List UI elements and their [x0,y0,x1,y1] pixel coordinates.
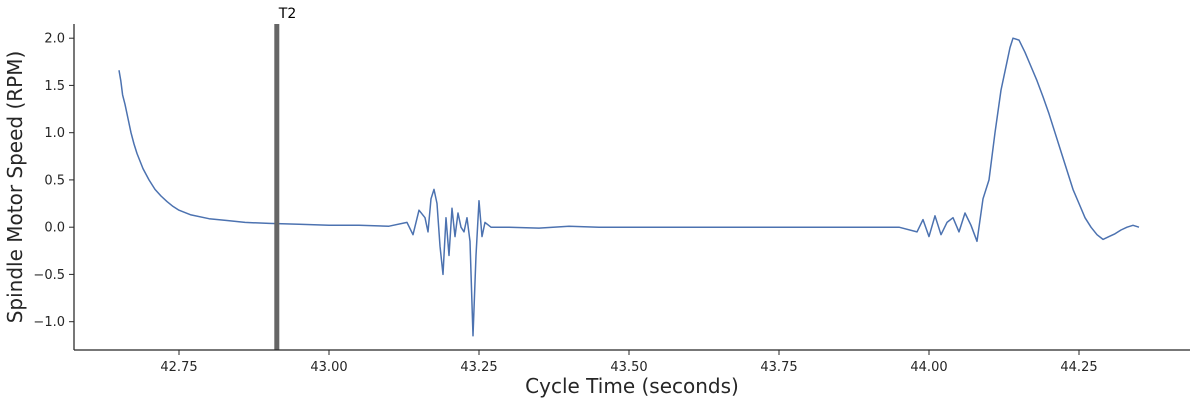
y-tick-label: −1.0 [33,315,65,330]
x-tick-label: 43.00 [310,360,347,375]
x-tick-label: 43.75 [760,360,797,375]
x-tick-label: 43.25 [460,360,497,375]
x-tick-label: 44.00 [910,360,947,375]
y-tick-labels: −1.0 −0.5 0.0 0.5 1.0 1.5 2.0 [33,32,74,330]
y-tick-label: 0.0 [44,221,65,236]
plot-area: T2 [118,6,1140,350]
marker-label: T2 [278,6,296,22]
x-tick-labels: 42.75 43.00 43.25 43.50 43.75 44.00 44.25 [160,350,1098,375]
x-axis-title: Cycle Time (seconds) [525,374,739,398]
x-tick-label: 44.25 [1060,360,1097,375]
x-tick-label: 42.75 [160,360,197,375]
series-line-0 [118,37,1140,337]
y-axis-title: Spindle Motor Speed (RPM) [3,51,27,324]
marker-band [274,24,280,350]
y-tick-label: 1.0 [44,126,65,141]
y-tick-label: 0.5 [44,173,65,188]
x-tick-label: 43.50 [610,360,647,375]
y-tick-label: 1.5 [44,79,65,94]
y-tick-label: −0.5 [33,268,65,283]
y-tick-label: 2.0 [44,32,65,47]
